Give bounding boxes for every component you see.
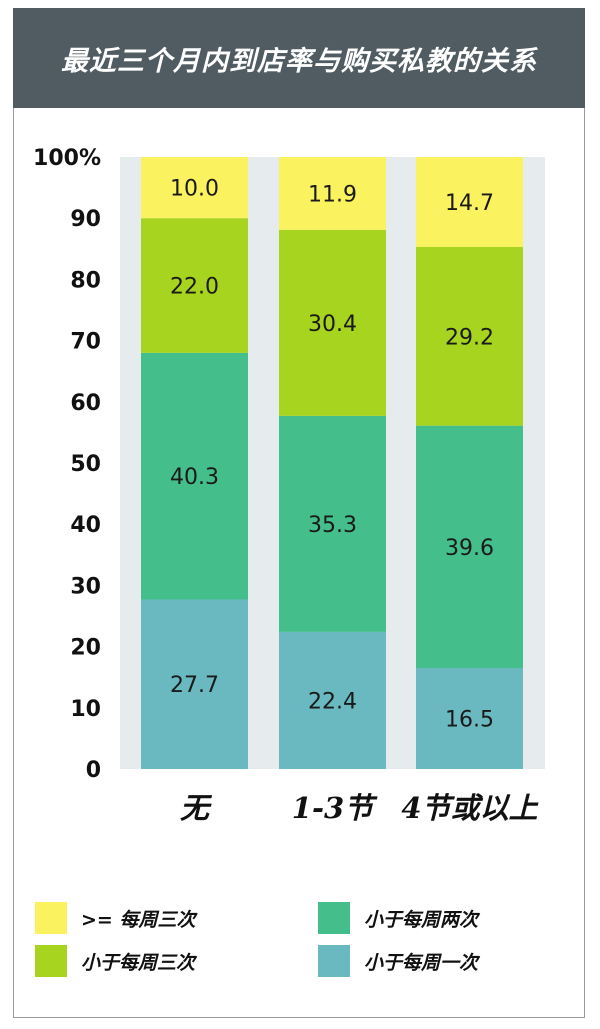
- data-label: 10.0: [170, 177, 219, 202]
- y-tick-label: 10: [70, 697, 101, 722]
- bar-segment: [141, 352, 248, 600]
- legend-item-lt-2: 小于每周两次: [318, 902, 478, 934]
- x-category-label: 4节或以上: [401, 791, 538, 825]
- legend-label-lt-3: 小于每周三次: [81, 951, 196, 974]
- legend-swatch-ge-3: [35, 902, 67, 934]
- legend-swatch-lt-2: [318, 902, 350, 934]
- title-bar: 最近三个月内到店率与购买私教的关系: [13, 8, 585, 108]
- bar-segment: [416, 246, 523, 426]
- legend-label-lt-1: 小于每周一次: [364, 951, 479, 974]
- bar-segment: [279, 157, 386, 230]
- legend-swatch-lt-1: [318, 945, 350, 977]
- y-tick-label: 90: [70, 207, 101, 232]
- y-tick-label: 70: [70, 330, 101, 355]
- data-label: 40.3: [170, 465, 219, 490]
- y-tick-label: 50: [70, 452, 101, 477]
- data-label: 39.6: [445, 536, 494, 561]
- x-category-label: 无: [180, 791, 213, 825]
- legend-item-lt-1: 小于每周一次: [318, 945, 478, 977]
- data-label: 27.7: [170, 673, 219, 698]
- chart-title: 最近三个月内到店率与购买私教的关系: [61, 45, 537, 77]
- bar-segment: [416, 668, 523, 769]
- bar-segment: [141, 599, 248, 769]
- data-label: 16.5: [445, 708, 494, 733]
- y-tick-label: 20: [70, 636, 101, 661]
- data-label: 30.4: [308, 312, 357, 337]
- data-label: 22.4: [308, 689, 357, 714]
- legend-label-lt-2: 小于每周两次: [364, 908, 479, 931]
- y-tick-label: 100%: [33, 146, 101, 171]
- y-tick-label: 80: [70, 268, 101, 293]
- data-label: 22.0: [170, 275, 219, 300]
- bar-segment: [279, 415, 386, 632]
- data-label: 29.2: [445, 325, 494, 350]
- bar-segment: [141, 157, 248, 219]
- x-category-label: 1-3节: [292, 791, 378, 825]
- legend-item-ge-3: >= 每周三次: [35, 902, 195, 934]
- legend-item-lt-3: 小于每周三次: [35, 945, 195, 977]
- legend-label-ge-3: >= 每周三次: [81, 908, 196, 931]
- y-tick-label: 40: [70, 513, 101, 538]
- bar-segment: [279, 229, 386, 416]
- bar-segment: [416, 157, 523, 247]
- data-label: 35.3: [308, 513, 357, 538]
- bar-segment: [141, 218, 248, 353]
- bar-segment: [416, 425, 523, 669]
- data-label: 14.7: [445, 191, 494, 216]
- y-tick-label: 0: [86, 758, 101, 783]
- legend-swatch-lt-3: [35, 945, 67, 977]
- bar-segment: [279, 631, 386, 769]
- data-label: 11.9: [308, 182, 357, 207]
- y-tick-label: 30: [70, 574, 101, 599]
- y-tick-label: 60: [70, 391, 101, 416]
